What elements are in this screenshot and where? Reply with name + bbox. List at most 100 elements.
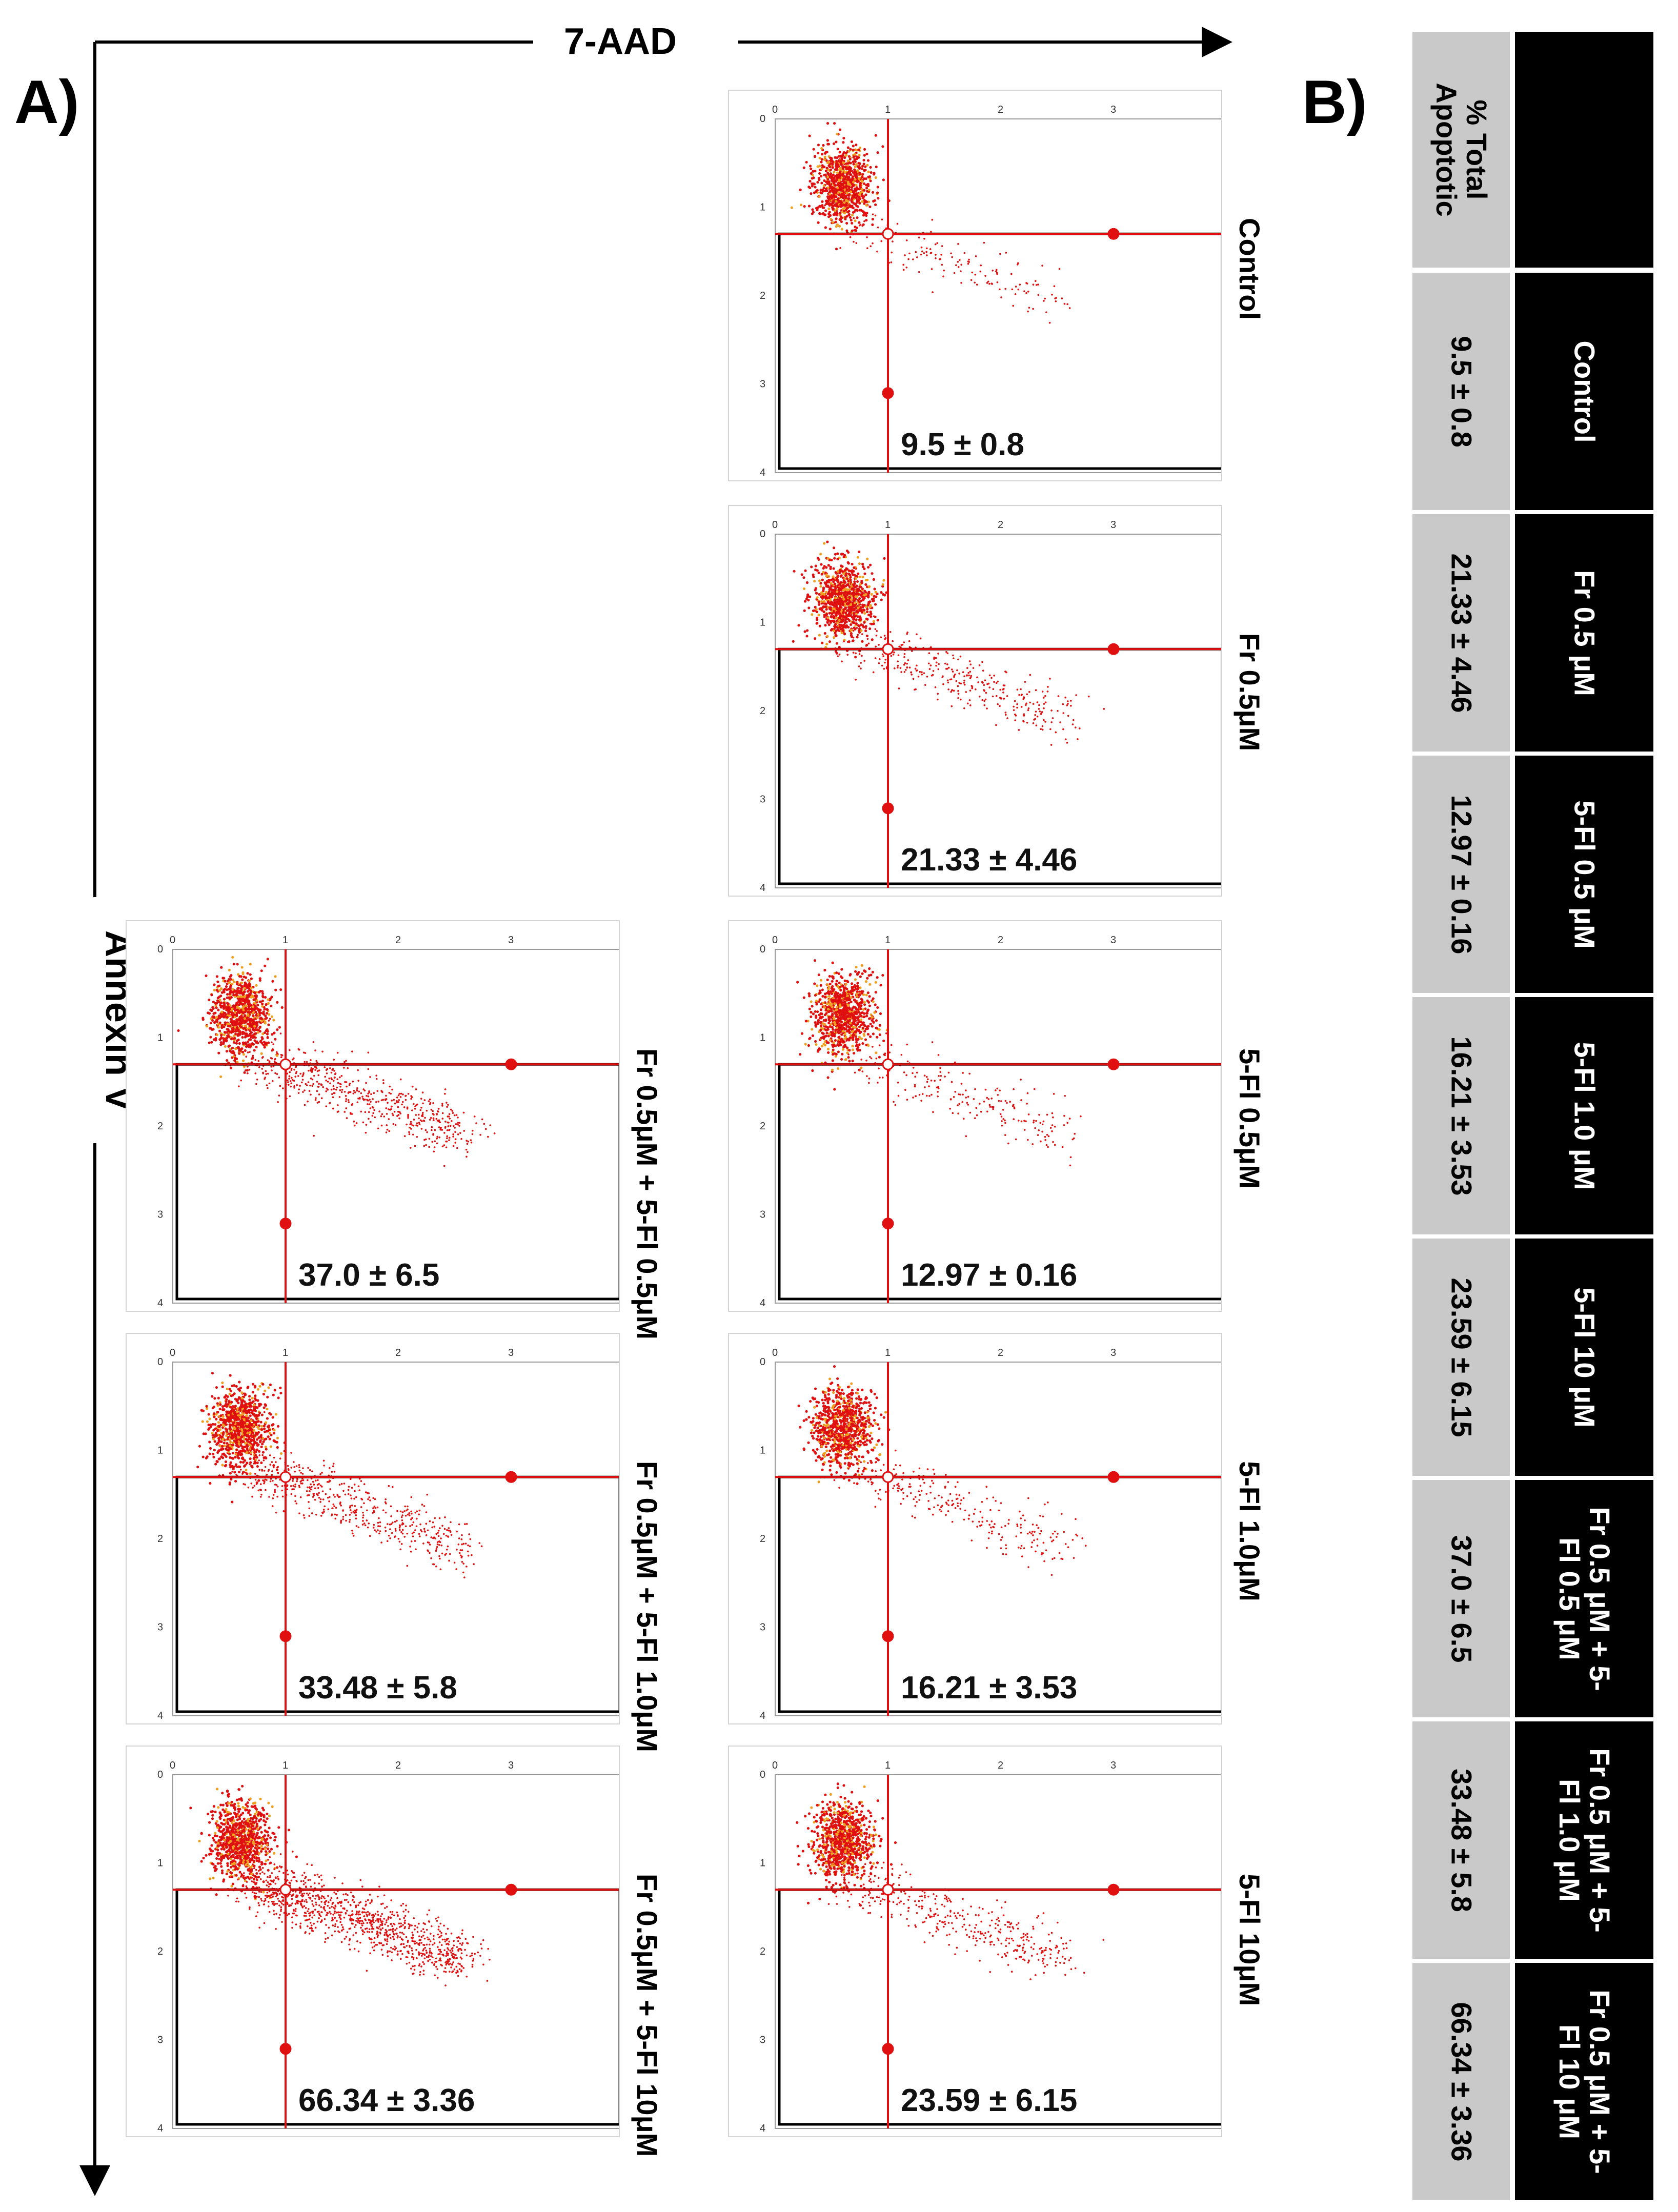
scatter-point	[810, 172, 813, 175]
scatter-point	[843, 1044, 847, 1047]
scatter-point	[850, 1430, 853, 1433]
scatter-point	[847, 213, 851, 216]
scatter-point	[1054, 1530, 1056, 1533]
scatter-point	[812, 609, 815, 613]
scatter-point	[826, 1803, 829, 1806]
scatter-point	[1037, 1527, 1039, 1529]
scatter-point	[811, 182, 814, 185]
scatter-point	[1032, 1534, 1034, 1536]
scatter-point	[820, 147, 823, 150]
scatter-point	[861, 1418, 864, 1421]
scatter-point	[832, 977, 835, 980]
gate-handle-horizontal[interactable]	[1107, 1058, 1120, 1070]
gate-handle-horizontal[interactable]	[1107, 643, 1120, 655]
scatter-point	[799, 1426, 802, 1429]
scatter-point	[843, 1874, 846, 1877]
scatter-point	[808, 186, 812, 190]
scatter-point	[855, 1008, 858, 1011]
scatter-point	[834, 1412, 837, 1415]
x-axis-title: 7-AAD	[564, 21, 677, 62]
scatter-point	[1010, 273, 1013, 275]
scatter-point	[839, 203, 842, 207]
scatter-point	[1070, 704, 1072, 707]
scatter-point	[816, 596, 819, 599]
scatter-point	[852, 1038, 855, 1041]
scatter-point	[854, 585, 857, 589]
scatter-point	[858, 1419, 861, 1422]
gate-handle-horizontal[interactable]	[1107, 1471, 1120, 1483]
scatter-point	[834, 1039, 837, 1042]
gate-handle-vertical[interactable]	[882, 802, 894, 815]
scatter-point	[837, 1427, 840, 1430]
scatter-point	[826, 600, 830, 603]
scatter-point	[823, 152, 827, 155]
scatter-point	[946, 679, 949, 681]
scatter-point	[865, 204, 868, 207]
scatter-point	[851, 592, 854, 595]
scatter-point	[1037, 283, 1039, 286]
scatter-point	[1051, 1130, 1053, 1132]
scatter-point	[1040, 1530, 1042, 1532]
scatter-point	[864, 1396, 867, 1399]
scatter-point	[860, 188, 863, 191]
scatter-point	[862, 596, 865, 599]
scatter-point	[992, 1108, 994, 1110]
scatter-point	[929, 646, 932, 648]
scatter-point	[844, 983, 847, 986]
scatter-point	[843, 1456, 846, 1460]
scatter-point	[859, 1904, 862, 1907]
scatter-point	[853, 601, 857, 604]
scatter-point	[1015, 286, 1017, 288]
scatter-point	[842, 588, 845, 592]
scatter-point	[968, 1514, 971, 1516]
scatter-point	[1000, 1100, 1002, 1102]
scatter-point	[842, 141, 845, 144]
scatter-point	[810, 1015, 813, 1019]
gate-handle-vertical[interactable]	[882, 1217, 894, 1230]
scatter-point	[818, 593, 821, 596]
scatter-point	[870, 1057, 873, 1060]
gate-handle-vertical[interactable]	[882, 1630, 894, 1642]
scatter-point	[952, 671, 954, 673]
scatter-point	[995, 695, 998, 697]
gate-handle-horizontal[interactable]	[1107, 228, 1120, 240]
scatter-point	[969, 1111, 972, 1114]
scatter-point	[833, 1408, 836, 1411]
scatter-point	[858, 146, 862, 150]
scatter-point	[914, 1085, 916, 1088]
scatter-point	[826, 175, 830, 178]
scatter-point	[817, 1050, 820, 1053]
scatter-point	[847, 625, 850, 629]
x-tick-label: 2	[998, 519, 1003, 531]
scatter-point	[997, 703, 999, 705]
scatter-point	[852, 1016, 855, 1020]
scatter-point	[870, 613, 873, 616]
scatter-point	[891, 251, 893, 254]
scatter-point	[928, 1085, 930, 1087]
gate-handle-vertical[interactable]	[882, 387, 894, 399]
scatter-point	[827, 1431, 830, 1434]
gate-center-handle[interactable]	[882, 643, 894, 655]
scatter-point	[863, 148, 866, 151]
scatter-point	[854, 160, 857, 163]
scatter-point	[869, 1022, 872, 1026]
scatter-point	[839, 588, 842, 592]
scatter-point	[900, 1489, 902, 1491]
scatter-point	[1048, 321, 1051, 324]
scatter-point	[827, 1389, 831, 1392]
plot-value-label: 9.5 ± 0.8	[901, 427, 1024, 462]
gate-center-handle[interactable]	[882, 1471, 894, 1483]
scatter-point	[834, 1011, 837, 1014]
scatter-point	[843, 207, 846, 210]
scatter-point	[827, 995, 831, 998]
scatter-point	[845, 987, 848, 990]
scatter-point	[859, 197, 862, 200]
plot-value-label: 12.97 ± 0.16	[901, 1257, 1078, 1293]
gate-center-handle[interactable]	[882, 1058, 894, 1070]
scatter-point	[957, 243, 959, 245]
gate-center-handle[interactable]	[882, 228, 894, 240]
scatter-point	[925, 254, 928, 256]
scatter-point	[855, 184, 858, 187]
scatter-point	[807, 205, 811, 208]
x-tick-label: 2	[998, 935, 1003, 946]
